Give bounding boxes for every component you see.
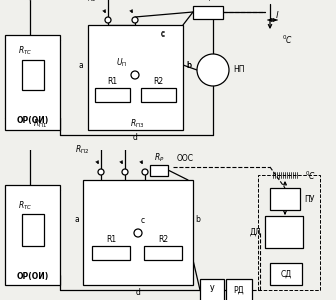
Text: R1: R1	[107, 77, 117, 86]
Text: СД: СД	[280, 269, 292, 278]
Text: b: b	[186, 61, 191, 70]
Text: d: d	[133, 133, 138, 142]
Bar	[83, 180, 193, 285]
Bar	[140, 88, 175, 102]
Text: ООС: ООС	[176, 154, 194, 163]
Text: $U_{\Pi}$: $U_{\Pi}$	[116, 56, 127, 69]
Bar	[270, 188, 300, 210]
Text: c: c	[161, 29, 165, 38]
Bar	[258, 175, 320, 290]
Bar	[226, 279, 252, 300]
Bar	[5, 35, 60, 130]
Bar	[265, 216, 303, 248]
Text: $^0C$: $^0C$	[282, 34, 293, 46]
Text: $R_P$: $R_P$	[154, 151, 164, 164]
Text: c: c	[141, 216, 145, 225]
Text: $^0C$: $^0C$	[305, 170, 316, 182]
Text: $R_{\Pi2}$: $R_{\Pi2}$	[82, 0, 96, 4]
Text: b: b	[186, 61, 191, 70]
Circle shape	[142, 169, 148, 175]
Text: $R_P$: $R_P$	[203, 0, 213, 4]
Bar	[92, 246, 130, 260]
Text: R2: R2	[153, 77, 163, 86]
Bar	[270, 263, 302, 285]
Text: ОР(ОИ): ОР(ОИ)	[16, 116, 49, 124]
Circle shape	[132, 17, 138, 23]
Text: ОР(ОИ): ОР(ОИ)	[16, 272, 49, 281]
Text: $R_{TC}$: $R_{TC}$	[18, 44, 33, 57]
Text: $R_{\Pi1}$: $R_{\Pi1}$	[33, 118, 47, 130]
Text: ПУ: ПУ	[304, 194, 314, 203]
Bar	[22, 60, 43, 90]
Text: $R_{\Pi2}$: $R_{\Pi2}$	[75, 143, 89, 156]
Bar	[150, 164, 168, 175]
Text: ДЛ: ДЛ	[249, 227, 261, 236]
Text: a: a	[74, 215, 79, 224]
Circle shape	[98, 169, 104, 175]
Bar	[5, 185, 60, 285]
Text: РД: РД	[234, 286, 244, 295]
Circle shape	[131, 71, 139, 79]
Text: a: a	[78, 61, 83, 70]
Text: R1: R1	[106, 235, 116, 244]
Bar	[88, 25, 183, 130]
Text: d: d	[135, 288, 140, 297]
Bar	[200, 279, 224, 300]
Bar	[193, 5, 223, 19]
Text: c: c	[161, 30, 165, 39]
Bar	[144, 246, 182, 260]
Text: b: b	[195, 215, 200, 224]
Text: $l$: $l$	[275, 8, 280, 20]
Bar	[94, 88, 129, 102]
Text: $R_{TC}$: $R_{TC}$	[18, 200, 33, 212]
Circle shape	[197, 54, 229, 86]
Bar	[22, 214, 43, 246]
Text: $R_{\Pi3}$: $R_{\Pi3}$	[130, 118, 144, 130]
Circle shape	[134, 229, 142, 237]
Circle shape	[105, 17, 111, 23]
Text: У: У	[210, 286, 214, 295]
Text: R2: R2	[158, 235, 168, 244]
Circle shape	[122, 169, 128, 175]
Text: НП: НП	[233, 65, 245, 74]
